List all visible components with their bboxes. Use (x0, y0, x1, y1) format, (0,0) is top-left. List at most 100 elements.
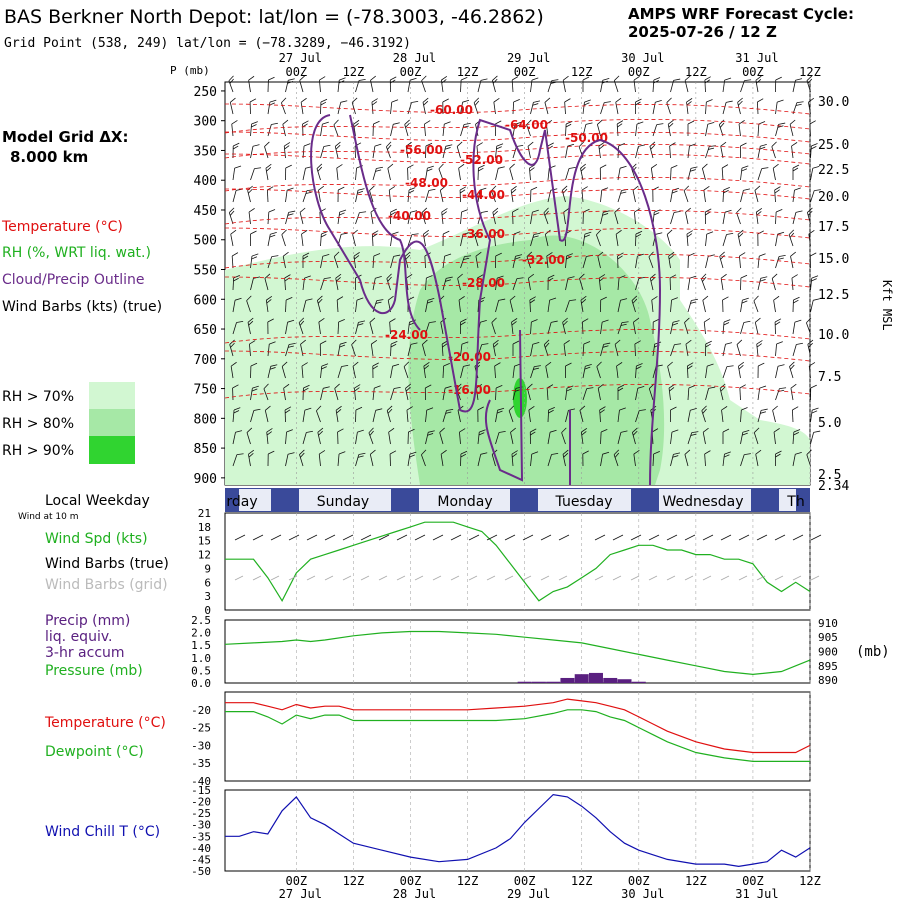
barb-flag (375, 301, 382, 304)
wind-barb (580, 295, 587, 313)
barb-flag (563, 452, 569, 458)
barb-flag (602, 213, 609, 216)
wind-barb (530, 77, 539, 93)
barb-staff (320, 234, 322, 247)
barb-flag (580, 295, 587, 301)
barb-flag (809, 120, 816, 125)
wind-barb (265, 295, 273, 313)
barb-staff (808, 234, 811, 247)
barb-flag (795, 452, 802, 455)
barb-flag (264, 141, 270, 147)
barb-staff (616, 124, 619, 137)
barb-staff (666, 234, 671, 247)
barb-staff (668, 256, 671, 269)
wind-barb (755, 449, 762, 467)
barb-staff (477, 190, 481, 203)
barb-staff (232, 168, 236, 181)
wind-barb (317, 295, 323, 313)
barb-flag (443, 362, 450, 367)
barb-flag (756, 207, 763, 213)
wind-barb (368, 427, 374, 445)
pressure-unit-label: (mb) (856, 644, 890, 660)
wind-legend-grid: Wind Barbs (grid) (45, 577, 168, 593)
barb-flag (249, 340, 256, 345)
barb-staff (685, 344, 689, 357)
precip-bar (588, 672, 603, 683)
barb-flag (532, 103, 539, 106)
barb-flag (724, 209, 732, 213)
barb-flag (760, 276, 768, 279)
wind-barb (581, 186, 588, 203)
barb-staff (407, 322, 410, 335)
wind-barb (457, 273, 463, 291)
barb-flag (811, 278, 817, 282)
barb-flag (655, 232, 663, 235)
panel-y-tick: 2.5 (191, 614, 211, 627)
barb-flag (531, 451, 539, 455)
barb-flag (422, 339, 428, 345)
wind-barb (757, 253, 766, 269)
barb-staff (565, 123, 567, 137)
barb-flag (777, 99, 784, 103)
barb-flag (388, 427, 395, 433)
barb-flag (442, 98, 449, 103)
wind-barb (442, 253, 452, 269)
barb-flag (320, 98, 328, 103)
barb-staff (668, 388, 671, 401)
wind-barb (582, 364, 592, 379)
panel-wind-barb (630, 534, 642, 541)
barb-staff (320, 146, 325, 159)
barb-flag (668, 122, 674, 128)
barb-flag (726, 365, 734, 368)
panel-wind-barb (558, 534, 570, 541)
barb-staff (512, 278, 518, 291)
barb-staff (337, 321, 340, 335)
wind-barb (510, 427, 516, 445)
barb-staff (788, 234, 794, 247)
barb-staff (509, 300, 514, 313)
barb-flag (812, 407, 819, 411)
barb-staff (792, 322, 796, 335)
barb-staff (231, 256, 234, 269)
barb-staff (617, 432, 622, 445)
barb-flag (339, 209, 347, 213)
wind-barb (372, 385, 381, 401)
wind-barb (351, 97, 358, 115)
barb-flag (689, 143, 696, 147)
barb-flag (580, 163, 586, 169)
wind-barb (791, 274, 798, 291)
barb-flag (301, 362, 308, 367)
barb-flag (457, 273, 463, 279)
barb-flag (788, 229, 795, 235)
wind-barb (753, 427, 760, 445)
barb-flag (458, 163, 465, 169)
wind-barb (389, 76, 397, 93)
barb-flag (266, 431, 272, 436)
barb-flag (774, 189, 780, 194)
wind-barb (616, 120, 624, 137)
wind-barb (425, 165, 434, 181)
barb-flag (338, 318, 345, 323)
barb-flag (493, 210, 498, 216)
wind-barb (684, 317, 690, 335)
wind-panel-frame (224, 512, 811, 611)
barb-staff (527, 146, 531, 159)
barb-flag (251, 256, 258, 260)
wind-barb (267, 255, 279, 269)
barb-flag (614, 339, 621, 345)
barb-flag (305, 298, 313, 301)
barb-flag (529, 296, 536, 301)
barb-flag (807, 339, 814, 345)
wind-barb (547, 429, 557, 445)
panel-y-tick: 1.5 (191, 639, 211, 652)
barb-flag (719, 119, 725, 125)
pressure-tick-label: 850 (194, 442, 217, 457)
wind-barb (582, 450, 589, 467)
barb-staff (771, 146, 776, 159)
wind-barb (248, 75, 255, 93)
barb-flag (617, 387, 624, 392)
isotherm-label: -48.00 (405, 176, 448, 190)
barb-flag (619, 407, 626, 411)
barb-staff (596, 366, 601, 379)
